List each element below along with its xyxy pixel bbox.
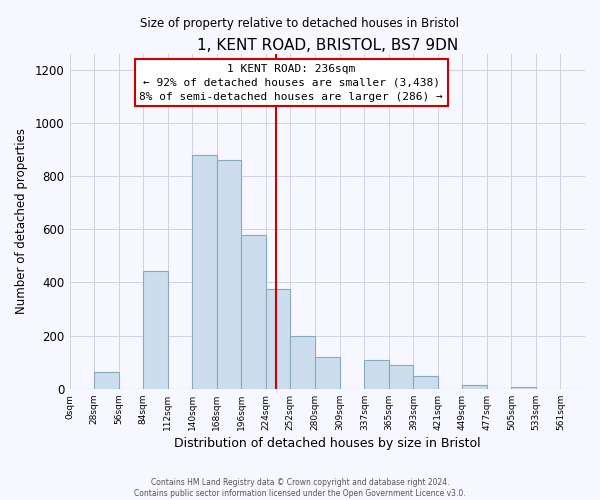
Bar (290, 336, 314, 389)
Bar (143, 271, 167, 389)
Bar (463, 385, 487, 389)
Text: Contains HM Land Registry data © Crown copyright and database right 2024.
Contai: Contains HM Land Registry data © Crown c… (134, 478, 466, 498)
Title: 1, KENT ROAD, BRISTOL, BS7 9DN: 1, KENT ROAD, BRISTOL, BS7 9DN (197, 38, 458, 52)
Bar (266, 289, 290, 389)
Bar (192, 154, 217, 389)
Bar (94, 372, 119, 389)
Bar (389, 365, 413, 389)
Bar (217, 160, 241, 389)
Bar (364, 360, 389, 389)
Text: Size of property relative to detached houses in Bristol: Size of property relative to detached ho… (140, 18, 460, 30)
X-axis label: Distribution of detached houses by size in Bristol: Distribution of detached houses by size … (174, 437, 481, 450)
Bar (241, 234, 266, 389)
Bar (511, 388, 536, 389)
Text: 1 KENT ROAD: 236sqm
← 92% of detached houses are smaller (3,438)
8% of semi-deta: 1 KENT ROAD: 236sqm ← 92% of detached ho… (139, 64, 443, 102)
Y-axis label: Number of detached properties: Number of detached properties (15, 128, 28, 314)
Bar (413, 376, 438, 389)
Bar (314, 357, 340, 389)
